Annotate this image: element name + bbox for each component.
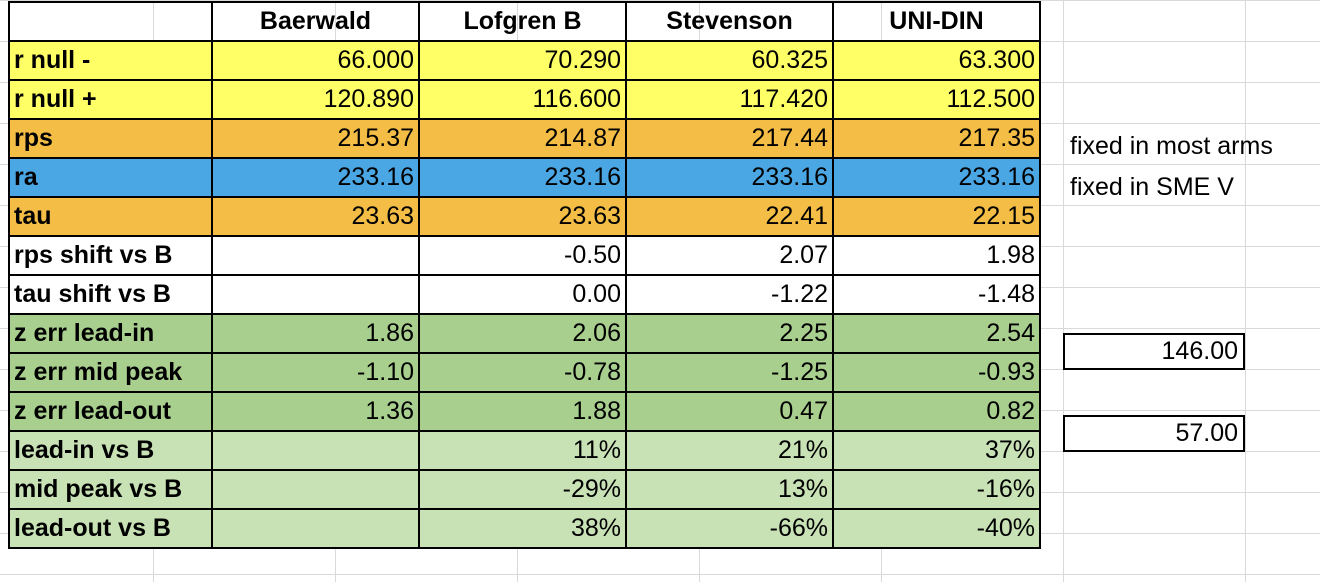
row-label-cell[interactable]: tau shift vs B bbox=[8, 274, 213, 315]
table-row: z err lead-out 1.36 1.88 0.47 0.82 bbox=[8, 391, 1041, 432]
row-label-cell[interactable]: rps bbox=[8, 118, 213, 159]
value-cell[interactable]: -1.25 bbox=[625, 352, 834, 393]
table-row: ra 233.16 233.16 233.16 233.16 bbox=[8, 157, 1041, 198]
row-label-cell[interactable]: tau bbox=[8, 196, 213, 237]
value-cell[interactable]: 233.16 bbox=[211, 157, 420, 198]
value-cell[interactable]: 117.420 bbox=[625, 79, 834, 120]
ra-side-note[interactable]: fixed in SME V bbox=[1070, 173, 1234, 201]
table-row: tau 23.63 23.63 22.41 22.15 bbox=[8, 196, 1041, 237]
value-cell[interactable]: -0.93 bbox=[832, 352, 1041, 393]
row-label-cell[interactable]: lead-in vs B bbox=[8, 430, 213, 471]
row-label-cell[interactable]: r null - bbox=[8, 40, 213, 81]
value-cell[interactable]: 217.44 bbox=[625, 118, 834, 159]
value-cell[interactable]: 60.325 bbox=[625, 40, 834, 81]
value-cell[interactable]: -1.22 bbox=[625, 274, 834, 315]
value-cell[interactable] bbox=[211, 469, 420, 510]
table-row: lead-in vs B 11% 21% 37% bbox=[8, 430, 1041, 471]
value-cell[interactable]: 0.47 bbox=[625, 391, 834, 432]
row-label-cell[interactable]: mid peak vs B bbox=[8, 469, 213, 510]
value-cell[interactable]: 1.88 bbox=[418, 391, 627, 432]
value-cell[interactable]: 1.36 bbox=[211, 391, 420, 432]
column-header[interactable]: Baerwald bbox=[211, 1, 420, 42]
table-row: tau shift vs B 0.00 -1.22 -1.48 bbox=[8, 274, 1041, 315]
value-cell[interactable]: 0.82 bbox=[832, 391, 1041, 432]
table-row: r null -66.000 70.290 60.325 63.300 bbox=[8, 40, 1041, 81]
value-cell[interactable]: 63.300 bbox=[832, 40, 1041, 81]
value-cell[interactable]: -1.48 bbox=[832, 274, 1041, 315]
value-cell[interactable]: 23.63 bbox=[211, 196, 420, 237]
lead-in-extra-cell[interactable]: 146.00 bbox=[1063, 333, 1245, 370]
value-cell[interactable]: 233.16 bbox=[832, 157, 1041, 198]
value-cell[interactable]: 22.41 bbox=[625, 196, 834, 237]
column-header[interactable]: Lofgren B bbox=[418, 1, 627, 42]
table-row: lead-out vs B 38% -66% -40% bbox=[8, 508, 1041, 549]
value-cell[interactable] bbox=[211, 430, 420, 471]
row-label-cell[interactable]: lead-out vs B bbox=[8, 508, 213, 549]
value-cell[interactable]: 120.890 bbox=[211, 79, 420, 120]
value-cell[interactable]: -0.50 bbox=[418, 235, 627, 276]
header-corner-cell[interactable] bbox=[8, 1, 213, 42]
table-row: z err mid peak -1.10 -0.78 -1.25 -0.93 bbox=[8, 352, 1041, 393]
header-row: Baerwald Lofgren B Stevenson UNI-DIN bbox=[8, 1, 1041, 42]
value-cell[interactable]: 2.54 bbox=[832, 313, 1041, 354]
value-cell[interactable]: -40% bbox=[832, 508, 1041, 549]
value-cell[interactable]: 21% bbox=[625, 430, 834, 471]
value-cell[interactable]: 13% bbox=[625, 469, 834, 510]
row-label-cell[interactable]: r null + bbox=[8, 79, 213, 120]
value-cell[interactable]: 66.000 bbox=[211, 40, 420, 81]
row-label-cell[interactable]: rps shift vs B bbox=[8, 235, 213, 276]
table-row: rps shift vs B -0.50 2.07 1.98 bbox=[8, 235, 1041, 276]
value-cell[interactable]: -16% bbox=[832, 469, 1041, 510]
value-cell[interactable]: 112.500 bbox=[832, 79, 1041, 120]
value-cell[interactable]: 233.16 bbox=[418, 157, 627, 198]
table-row: rps 215.37 214.87 217.44 217.35 bbox=[8, 118, 1041, 159]
value-cell[interactable] bbox=[211, 235, 420, 276]
column-header[interactable]: Stevenson bbox=[625, 1, 834, 42]
value-cell[interactable] bbox=[211, 508, 420, 549]
value-cell[interactable]: 38% bbox=[418, 508, 627, 549]
value-cell[interactable]: 116.600 bbox=[418, 79, 627, 120]
value-cell[interactable]: 217.35 bbox=[832, 118, 1041, 159]
value-cell[interactable]: 2.25 bbox=[625, 313, 834, 354]
value-cell[interactable]: -0.78 bbox=[418, 352, 627, 393]
data-table: Baerwald Lofgren B Stevenson UNI-DIN r n… bbox=[8, 1, 1041, 549]
row-label-cell[interactable]: ra bbox=[8, 157, 213, 198]
value-cell[interactable]: 70.290 bbox=[418, 40, 627, 81]
lead-out-extra-cell[interactable]: 57.00 bbox=[1063, 415, 1245, 452]
value-cell[interactable]: 214.87 bbox=[418, 118, 627, 159]
value-cell[interactable]: 233.16 bbox=[625, 157, 834, 198]
table-row: r null +120.890 116.600 117.420 112.500 bbox=[8, 79, 1041, 120]
value-cell[interactable]: -29% bbox=[418, 469, 627, 510]
value-cell[interactable]: 2.06 bbox=[418, 313, 627, 354]
value-cell[interactable]: 1.86 bbox=[211, 313, 420, 354]
table-row: z err lead-in 1.86 2.06 2.25 2.54 bbox=[8, 313, 1041, 354]
value-cell[interactable]: -66% bbox=[625, 508, 834, 549]
row-label-cell[interactable]: z err mid peak bbox=[8, 352, 213, 393]
value-cell[interactable] bbox=[211, 274, 420, 315]
value-cell[interactable]: 37% bbox=[832, 430, 1041, 471]
value-cell[interactable]: 1.98 bbox=[832, 235, 1041, 276]
value-cell[interactable]: 0.00 bbox=[418, 274, 627, 315]
row-label-cell[interactable]: z err lead-in bbox=[8, 313, 213, 354]
value-cell[interactable]: 22.15 bbox=[832, 196, 1041, 237]
value-cell[interactable]: 2.07 bbox=[625, 235, 834, 276]
value-cell[interactable]: 215.37 bbox=[211, 118, 420, 159]
table-row: mid peak vs B -29% 13% -16% bbox=[8, 469, 1041, 510]
value-cell[interactable]: 23.63 bbox=[418, 196, 627, 237]
value-cell[interactable]: -1.10 bbox=[211, 352, 420, 393]
row-label-cell[interactable]: z err lead-out bbox=[8, 391, 213, 432]
column-header[interactable]: UNI-DIN bbox=[832, 1, 1041, 42]
value-cell[interactable]: 11% bbox=[418, 430, 627, 471]
rps-side-note[interactable]: fixed in most arms bbox=[1070, 132, 1273, 160]
